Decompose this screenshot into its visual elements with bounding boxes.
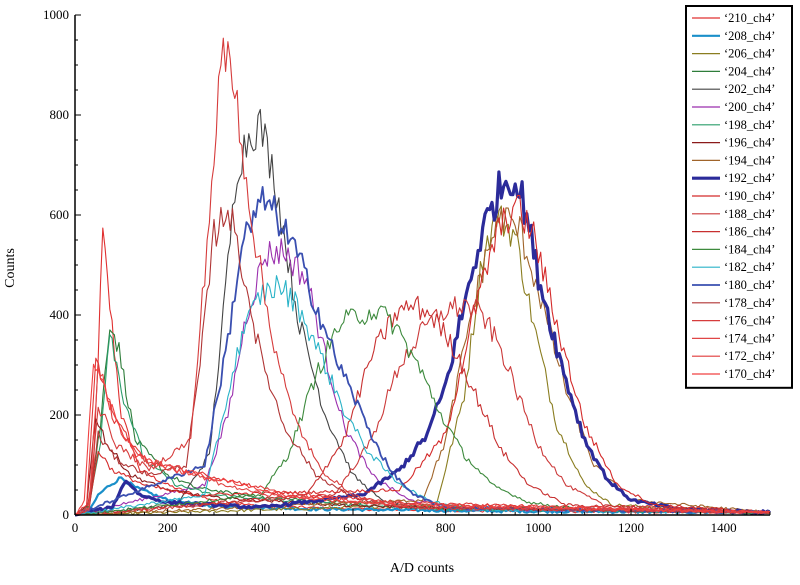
legend-entry-label: ‘198_ch4’ [724, 118, 775, 132]
y-tick-label: 200 [50, 407, 70, 422]
legend-entry-label: ‘172_ch4’ [724, 349, 775, 363]
series-line-5 [75, 238, 771, 516]
y-tick-label: 800 [50, 107, 70, 122]
legend-entry-label: ‘192_ch4’ [724, 171, 775, 185]
legend: ‘210_ch4’ ‘208_ch4’ ‘206_ch4’ ‘204_ch4’ ‘202… [685, 5, 793, 389]
tick-labels: 0 200 400 600 800 1000 1200 1400 0 200 400 600 800 10… [43, 7, 737, 535]
y-tick-label: 600 [50, 207, 70, 222]
x-axis-label: A/D counts [390, 561, 454, 576]
legend-entry-label: ‘188_ch4’ [724, 207, 775, 221]
series-line-9 [75, 170, 771, 517]
series-line-4 [75, 108, 771, 516]
legend-entry-label: ‘196_ch4’ [724, 136, 775, 150]
series-line-14 [75, 275, 771, 516]
series-line-3 [75, 329, 771, 516]
series-line-10 [75, 194, 771, 516]
x-tick-label: 1200 [618, 520, 644, 535]
legend-entry-label: ‘176_ch4’ [724, 314, 775, 328]
series-line-13 [75, 305, 771, 516]
axes [74, 14, 771, 516]
legend-entry-label: ‘184_ch4’ [724, 242, 775, 256]
y-tick-label: 400 [50, 307, 70, 322]
legend-entry-label: ‘182_ch4’ [724, 260, 775, 274]
legend-entry-label: ‘178_ch4’ [724, 296, 775, 310]
legend-entry-label: ‘174_ch4’ [724, 331, 775, 345]
x-tick-label: 0 [72, 520, 79, 535]
x-tick-label: 1400 [711, 520, 737, 535]
series-line-11 [75, 296, 771, 516]
legend-entry-label: ‘194_ch4’ [724, 153, 775, 167]
legend-entry-label: ‘210_ch4’ [724, 11, 775, 25]
x-tick-label: 800 [436, 520, 456, 535]
series-layer [75, 37, 771, 517]
series-line-20 [75, 363, 771, 516]
x-tick-label: 1000 [525, 520, 551, 535]
legend-entry-label: ‘186_ch4’ [724, 225, 775, 239]
legend-entry-label: ‘202_ch4’ [724, 82, 775, 96]
y-tick-label: 1000 [43, 7, 69, 22]
y-axis-label: Counts [3, 248, 18, 288]
x-tick-label: 200 [158, 520, 178, 535]
legend-entry-label: ‘190_ch4’ [724, 189, 775, 203]
legend-entry-label: ‘200_ch4’ [724, 100, 775, 114]
legend-entry-label: ‘204_ch4’ [724, 64, 775, 78]
legend-entry-label: ‘170_ch4’ [724, 367, 775, 381]
legend-entry-label: ‘206_ch4’ [724, 47, 775, 61]
legend-box [685, 5, 793, 389]
x-tick-label: 400 [251, 520, 271, 535]
legend-entry-label: ‘180_ch4’ [724, 278, 775, 292]
series-line-17 [75, 37, 771, 516]
x-tick-label: 600 [343, 520, 363, 535]
y-tick-label: 0 [63, 507, 70, 522]
legend-entry-label: ‘208_ch4’ [724, 29, 775, 43]
